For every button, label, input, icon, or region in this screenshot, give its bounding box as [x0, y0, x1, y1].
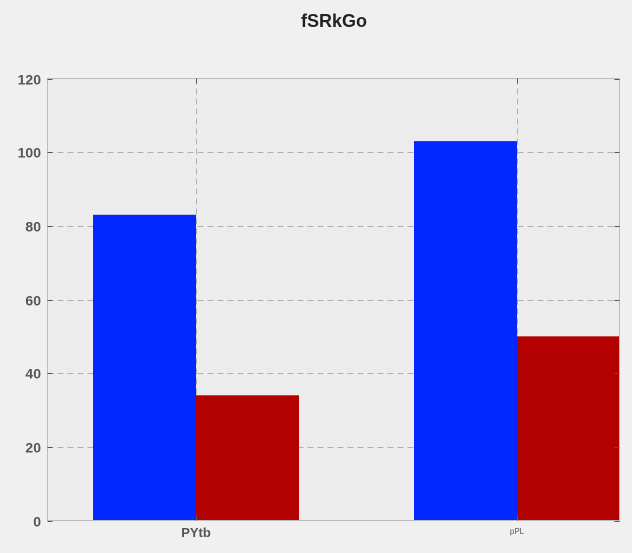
- y-axis-ticks: 0 20 40 60 80 100 120: [18, 72, 620, 530]
- x-tick-label: PYtb: [181, 525, 211, 540]
- y-tick-label: 60: [25, 293, 41, 309]
- bar-series-2-pPL: [517, 336, 620, 521]
- y-tick-label: 80: [25, 219, 41, 235]
- bar-series-1-PYtb: [93, 214, 196, 521]
- y-tick-label: 120: [18, 72, 42, 88]
- y-tick-label: 40: [25, 366, 41, 382]
- bar-series-1-pPL: [414, 141, 517, 521]
- x-tick-label: pPL: [510, 527, 525, 536]
- y-tick-label: 0: [33, 514, 41, 530]
- plot-frame: [47, 78, 620, 521]
- bars: [93, 141, 620, 521]
- bar-series-2-PYtb: [196, 395, 299, 521]
- x-axis-ticks: PYtb pPL: [181, 78, 525, 540]
- y-tick-label: 20: [25, 440, 41, 456]
- chart-title: fSRkGo: [301, 11, 367, 31]
- y-tick-label: 100: [18, 145, 42, 161]
